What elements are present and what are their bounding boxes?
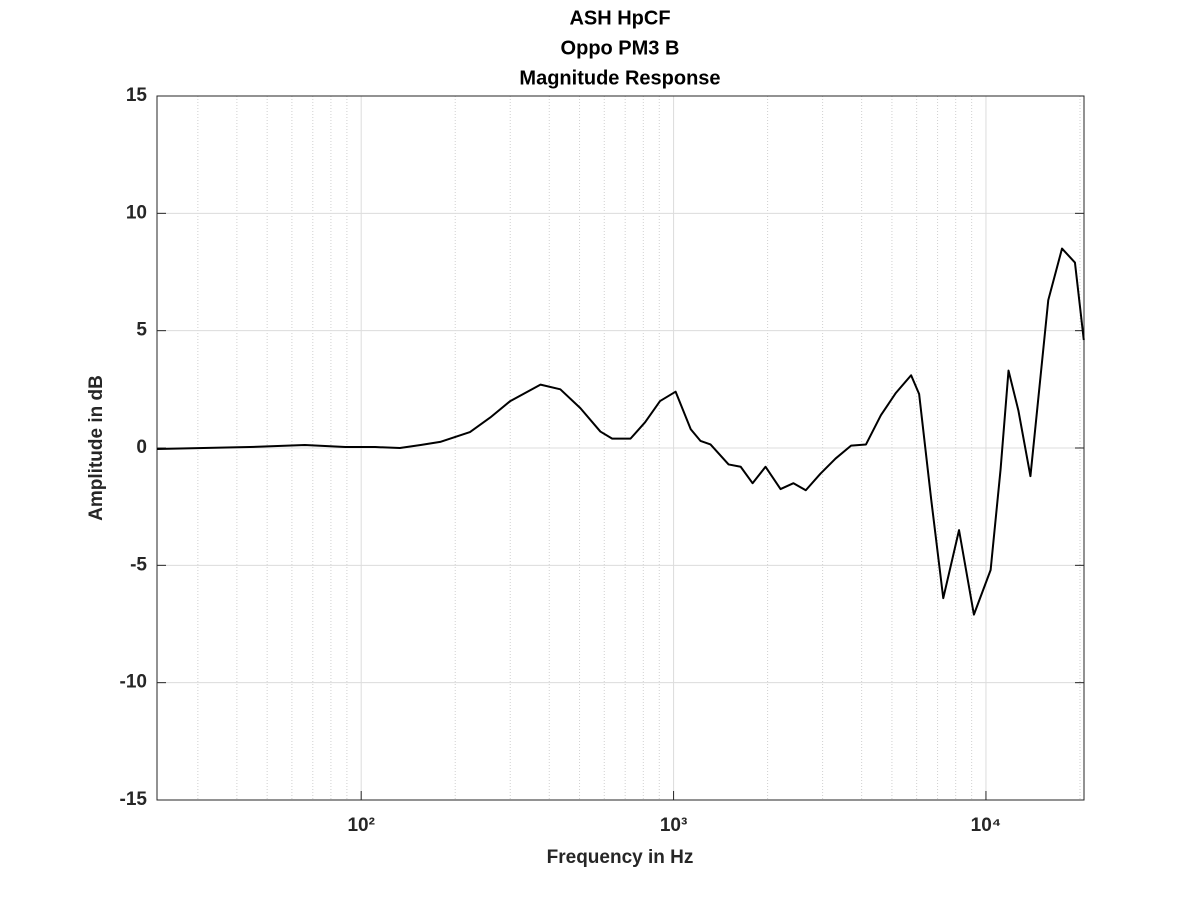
chart-title: ASH HpCF — [569, 7, 670, 29]
y-tick-label: 10 — [126, 202, 147, 223]
x-axis-label: Frequency in Hz — [547, 847, 694, 868]
chart-subtitle: Magnitude Response — [519, 67, 720, 89]
y-tick-label: 5 — [136, 320, 147, 341]
y-tick-label: -5 — [130, 554, 147, 575]
y-tick-label: -10 — [120, 672, 147, 693]
y-tick-label: 0 — [136, 437, 147, 458]
y-axis-label: Amplitude in dB — [86, 375, 107, 521]
chart-subtitle: Oppo PM3 B — [561, 37, 680, 59]
x-tick-label: 10² — [347, 815, 374, 836]
y-tick-label: 15 — [126, 85, 148, 106]
x-tick-label: 10³ — [660, 815, 687, 836]
y-tick-label: -15 — [120, 789, 148, 810]
data-line — [156, 247, 1085, 616]
x-tick-label: 10⁴ — [971, 815, 1002, 836]
